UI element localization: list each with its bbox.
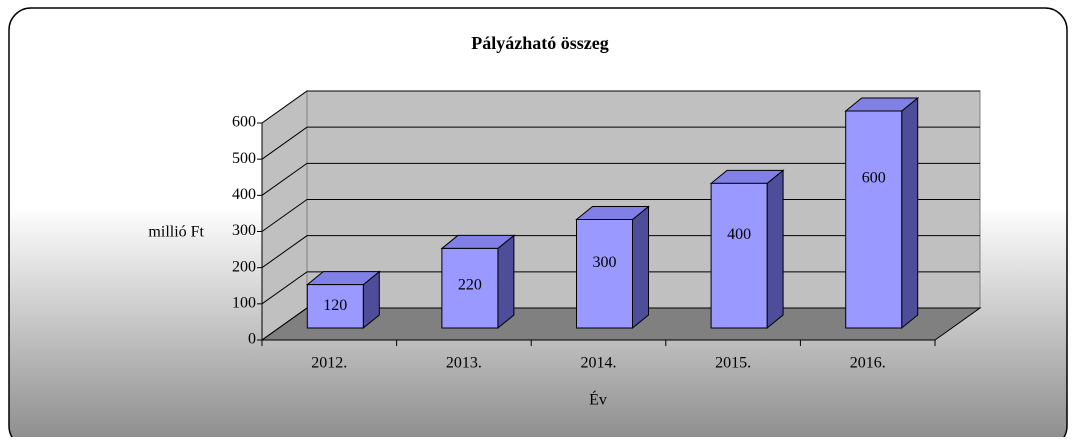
chart-title: Pályázható összeg	[471, 33, 608, 53]
y-axis-label: millió Ft	[148, 224, 204, 241]
value-label: 600	[862, 169, 886, 186]
y-tick-label: 500	[232, 150, 256, 167]
bar-front	[710, 182, 768, 329]
bar-front	[576, 219, 633, 329]
grid-line	[261, 162, 980, 196]
bar-front	[845, 110, 903, 329]
grid-line	[261, 126, 980, 160]
y-tick-label: 0	[248, 331, 256, 348]
x-tick-label: 2016.	[850, 355, 886, 372]
value-label: 300	[593, 254, 617, 271]
bar-side	[766, 169, 784, 330]
x-tick-label: 2013.	[446, 355, 482, 372]
grid-line	[261, 90, 980, 124]
value-label: 120	[323, 297, 347, 314]
x-axis-label: Év	[589, 390, 607, 409]
bar	[440, 234, 516, 330]
y-tick-label: 300	[232, 222, 256, 239]
bar	[844, 96, 920, 330]
bar	[709, 169, 785, 330]
x-tick-label: 2014.	[581, 355, 617, 372]
x-tick-label: 2015.	[715, 355, 751, 372]
bar-side	[901, 96, 919, 330]
y-tick-label: 600	[232, 114, 256, 131]
value-label: 220	[458, 277, 482, 294]
bar	[575, 205, 650, 330]
y-tick-label: 200	[232, 258, 256, 275]
bar-side	[632, 205, 649, 330]
bar	[305, 270, 381, 330]
y-tick-label: 100	[232, 295, 256, 312]
x-tick-label: 2012.	[311, 355, 347, 372]
plot-area: 0 100 200 300 400 500 600 2012. 120 2013. 220 2014.…	[232, 90, 982, 372]
value-label: 400	[727, 226, 751, 243]
bar-side	[497, 234, 515, 330]
y-tick-label: 400	[232, 186, 256, 203]
bar-front	[306, 284, 364, 329]
bar-front	[441, 247, 499, 329]
